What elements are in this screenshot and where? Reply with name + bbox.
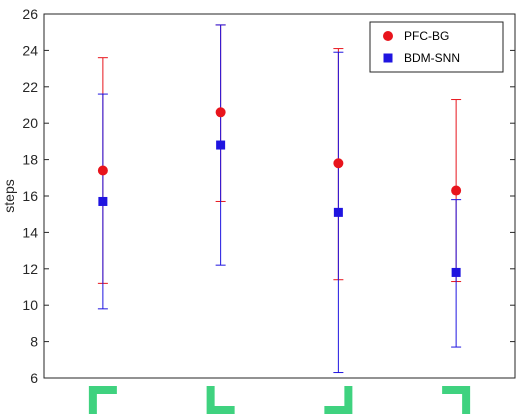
y-axis-label: steps [1, 179, 17, 212]
y-tick-label: 20 [22, 115, 38, 131]
x-category-icons [88, 386, 471, 414]
y-tick-label: 24 [22, 42, 38, 58]
point-circle-1 [215, 107, 226, 118]
y-tick-label: 14 [22, 224, 38, 240]
point-square-3 [451, 267, 461, 277]
y-tick-label: 12 [22, 261, 38, 277]
y-tick-label: 8 [30, 334, 38, 350]
legend-marker-circle [383, 31, 393, 41]
corner-bottom-right-icon [88, 386, 117, 414]
y-tick-label: 6 [30, 370, 38, 386]
error-bars [97, 24, 462, 374]
point-square-0 [98, 196, 108, 206]
corner-top-left-icon [324, 386, 353, 414]
legend-marker-square [383, 53, 393, 63]
y-tick-label: 10 [22, 297, 38, 313]
legend-box [369, 21, 504, 73]
y-tick-label: 18 [22, 152, 38, 168]
point-circle-3 [451, 185, 462, 196]
y-ticks: 6 8 10 12 14 16 18 20 22 24 26 [22, 6, 515, 386]
corner-top-right-icon [206, 386, 235, 414]
point-circle-2 [333, 158, 344, 169]
y-tick-label: 22 [22, 79, 38, 95]
legend-label: BDM-SNN [404, 51, 460, 65]
legend-label: PFC-BG [404, 29, 449, 43]
point-square-1 [216, 140, 226, 150]
y-tick-label: 16 [22, 188, 38, 204]
point-circle-0 [97, 165, 108, 176]
point-square-2 [333, 207, 343, 217]
corner-bottom-left-icon [442, 386, 471, 414]
y-tick-label: 26 [22, 6, 38, 22]
legend: PFC-BG BDM-SNN [369, 21, 504, 73]
data-markers [97, 107, 462, 277]
